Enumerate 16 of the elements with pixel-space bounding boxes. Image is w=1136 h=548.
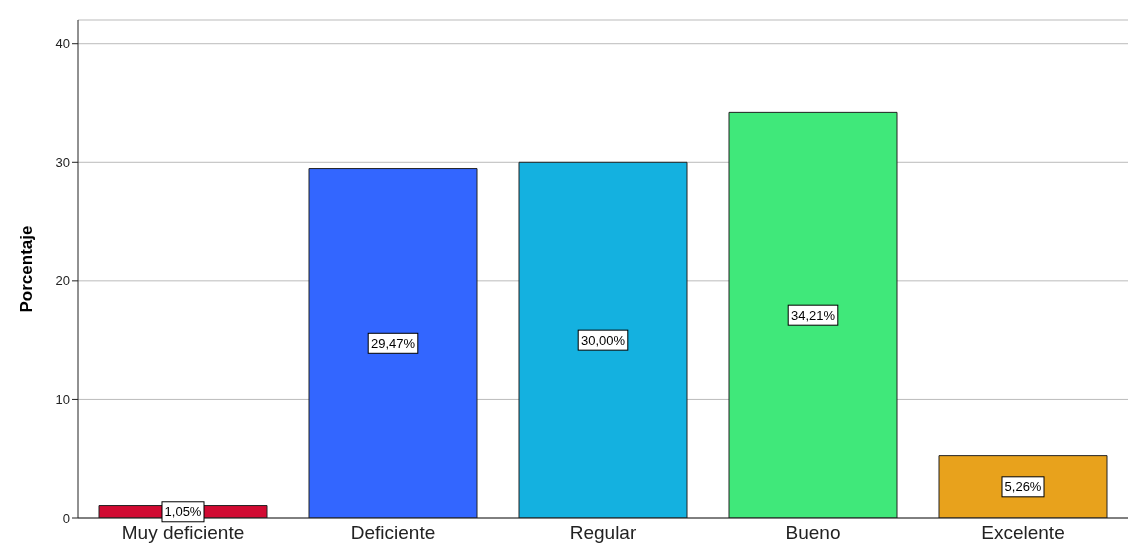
y-axis-title: Porcentaje (17, 225, 37, 313)
y-tick-label: 10 (55, 392, 70, 408)
data-label: 30,00% (580, 332, 626, 348)
x-tick-label: Regular (569, 522, 637, 544)
y-tick-label: 30 (55, 154, 70, 170)
x-tick-label: Excelente (981, 522, 1065, 544)
data-label: 1,05% (164, 504, 202, 520)
y-tick-label: 40 (55, 36, 70, 52)
data-label: 5,26% (1004, 479, 1042, 495)
x-tick-label: Deficiente (350, 522, 436, 544)
y-tick-label: 0 (62, 510, 70, 526)
x-tick-label: Bueno (785, 522, 841, 544)
data-label: 29,47% (370, 335, 416, 351)
x-tick-label: Muy deficiente (121, 522, 245, 544)
data-label: 34,21% (790, 307, 836, 323)
y-tick-label: 20 (55, 273, 70, 289)
